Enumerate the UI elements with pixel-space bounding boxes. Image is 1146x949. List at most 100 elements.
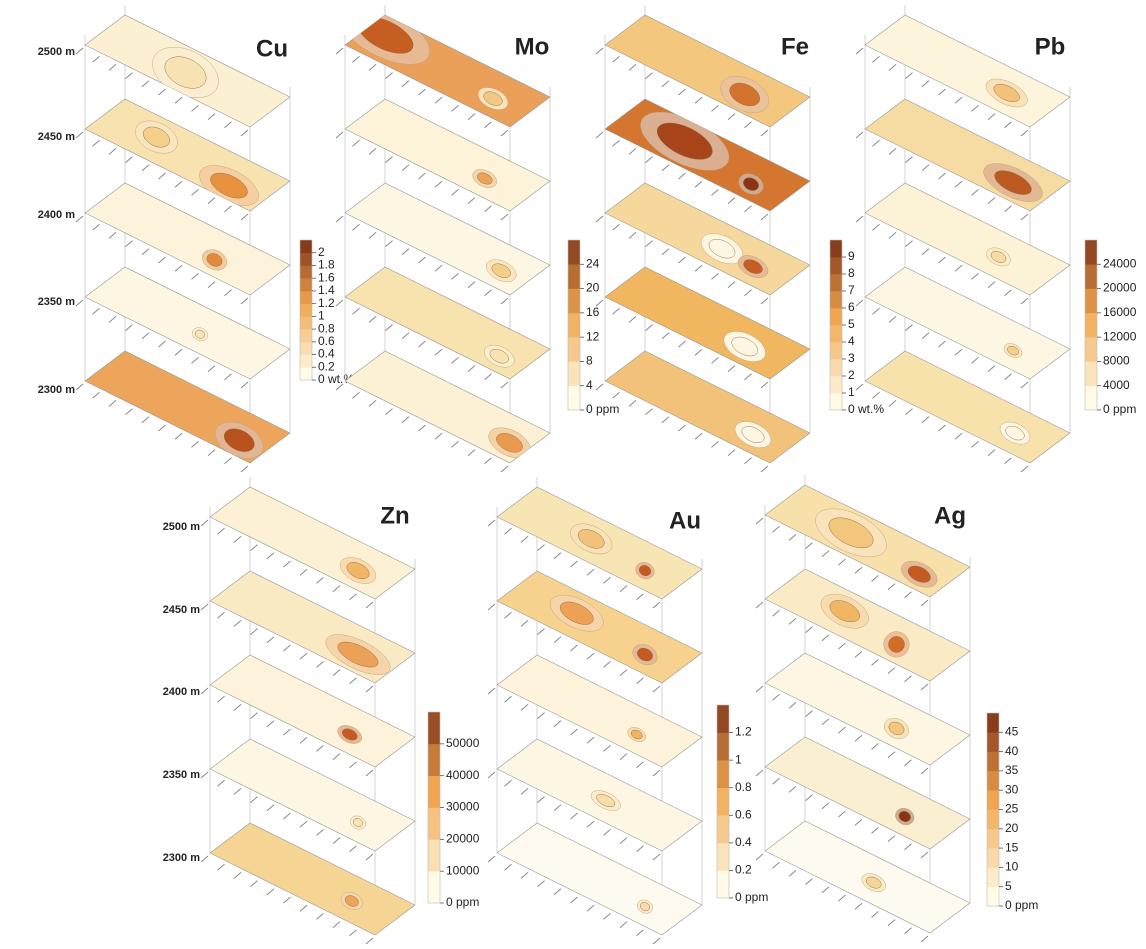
colorbar-label: 4 <box>848 334 855 348</box>
colorbar-band <box>830 257 842 274</box>
colorbar-label: 50000 <box>446 736 480 750</box>
colorbar-band <box>717 843 729 871</box>
colorbar-band <box>300 253 312 266</box>
colorbar-band <box>830 342 842 359</box>
colorbar-label: 5 <box>1005 879 1012 893</box>
colorbar-band <box>717 870 729 898</box>
colorbar-band <box>300 342 312 355</box>
colorbar-label: 0 ppm <box>586 402 619 416</box>
colorbar-label: 2 <box>848 368 855 382</box>
colorbar-band <box>1085 289 1097 314</box>
colorbar-label: 0.8 <box>735 780 752 794</box>
colorbar-band <box>300 278 312 291</box>
element-label: Pb <box>1035 33 1066 60</box>
elevation-label: 2450 m <box>38 131 76 143</box>
colorbar-label: 20 <box>586 281 600 295</box>
colorbar-label: 0.2 <box>318 359 335 373</box>
colorbar-band <box>1085 240 1097 265</box>
colorbar-label: 0.6 <box>318 334 335 348</box>
elevation-label: 2300 m <box>38 384 76 396</box>
colorbar-label: 0.2 <box>735 863 752 877</box>
colorbar-label: 0 ppm <box>1005 898 1038 912</box>
colorbar-band <box>830 240 842 257</box>
colorbar-band <box>1085 361 1097 386</box>
colorbar-label: 40000 <box>446 768 480 782</box>
colorbar-label: 4 <box>586 378 593 392</box>
colorbar-band <box>987 771 999 791</box>
colorbar-label: 25 <box>1005 802 1019 816</box>
colorbar-label: 4000 <box>1103 378 1130 392</box>
colorbar-label: 8000 <box>1103 354 1130 368</box>
colorbar-label: 30000 <box>446 800 480 814</box>
colorbar-label: 8 <box>586 354 593 368</box>
colorbar-band <box>428 839 440 871</box>
colorbar-band <box>568 264 580 289</box>
colorbar-label: 2 <box>318 245 325 259</box>
colorbar-label: 15 <box>1005 840 1019 854</box>
colorbar-band <box>717 705 729 733</box>
elevation-label: 2400 m <box>163 686 201 698</box>
element-label: Fe <box>781 33 809 60</box>
colorbar-label: 45 <box>1005 724 1019 738</box>
element-label: Au <box>669 507 701 534</box>
colorbar-band <box>300 355 312 368</box>
colorbar-band <box>987 732 999 752</box>
elevation-label: 2500 m <box>163 521 201 533</box>
colorbar-band <box>1085 337 1097 362</box>
colorbar-band <box>428 712 440 744</box>
colorbar-label: 10 <box>1005 860 1019 874</box>
colorbar-band <box>428 776 440 808</box>
colorbar-band <box>987 829 999 849</box>
element-label: Mo <box>515 33 550 60</box>
elevation-label: 2400 m <box>38 209 76 221</box>
colorbar-label: 10000 <box>446 863 480 877</box>
elevation-label: 2300 m <box>163 852 201 864</box>
colorbar-band <box>300 304 312 317</box>
colorbar-label: 7 <box>848 283 855 297</box>
colorbar-band <box>568 386 580 411</box>
elevation-label: 2500 m <box>38 46 76 58</box>
colorbar-label: 35 <box>1005 763 1019 777</box>
colorbar-band <box>300 240 312 253</box>
colorbar-band <box>568 361 580 386</box>
colorbar-band <box>717 788 729 816</box>
colorbar-label: 20 <box>1005 821 1019 835</box>
colorbar-label: 0 ppm <box>735 890 768 904</box>
colorbar-band <box>300 316 312 329</box>
colorbar-label: 12000 <box>1103 329 1137 343</box>
colorbar-label: 1.6 <box>318 270 335 284</box>
colorbar-band <box>428 744 440 776</box>
colorbar-band <box>717 760 729 788</box>
colorbar-label: 1.4 <box>318 283 335 297</box>
colorbar-band <box>1085 313 1097 338</box>
colorbar-band <box>830 359 842 376</box>
colorbar-band <box>830 393 842 410</box>
colorbar-label: 1 <box>848 385 855 399</box>
colorbar-band <box>1085 264 1097 289</box>
colorbar-label: 16000 <box>1103 305 1137 319</box>
colorbar-band <box>1085 386 1097 411</box>
colorbar-band <box>300 329 312 342</box>
colorbar-band <box>428 871 440 903</box>
colorbar-label: 0 ppm <box>446 895 479 909</box>
figure: 2500 m2450 m2400 m2350 m2300 mCu0 wt.%0.… <box>0 0 1146 949</box>
element-label: Zn <box>380 502 409 529</box>
colorbar-label: 0.6 <box>735 807 752 821</box>
colorbar-label: 5 <box>848 317 855 331</box>
colorbar-band <box>830 308 842 325</box>
elevation-label: 2450 m <box>163 604 201 616</box>
elevation-label: 2350 m <box>38 296 76 308</box>
elevation-label: 2350 m <box>163 769 201 781</box>
colorbar-band <box>568 289 580 314</box>
colorbar-band <box>428 808 440 840</box>
colorbar-label: 16 <box>586 305 600 319</box>
colorbar-band <box>987 713 999 733</box>
colorbar-band <box>300 367 312 380</box>
colorbar-band <box>568 337 580 362</box>
colorbar-label: 24 <box>586 256 600 270</box>
colorbar-label: 24000 <box>1103 256 1137 270</box>
colorbar-band <box>830 291 842 308</box>
colorbar-band <box>300 265 312 278</box>
colorbar-band <box>987 887 999 907</box>
colorbar-band <box>830 274 842 291</box>
